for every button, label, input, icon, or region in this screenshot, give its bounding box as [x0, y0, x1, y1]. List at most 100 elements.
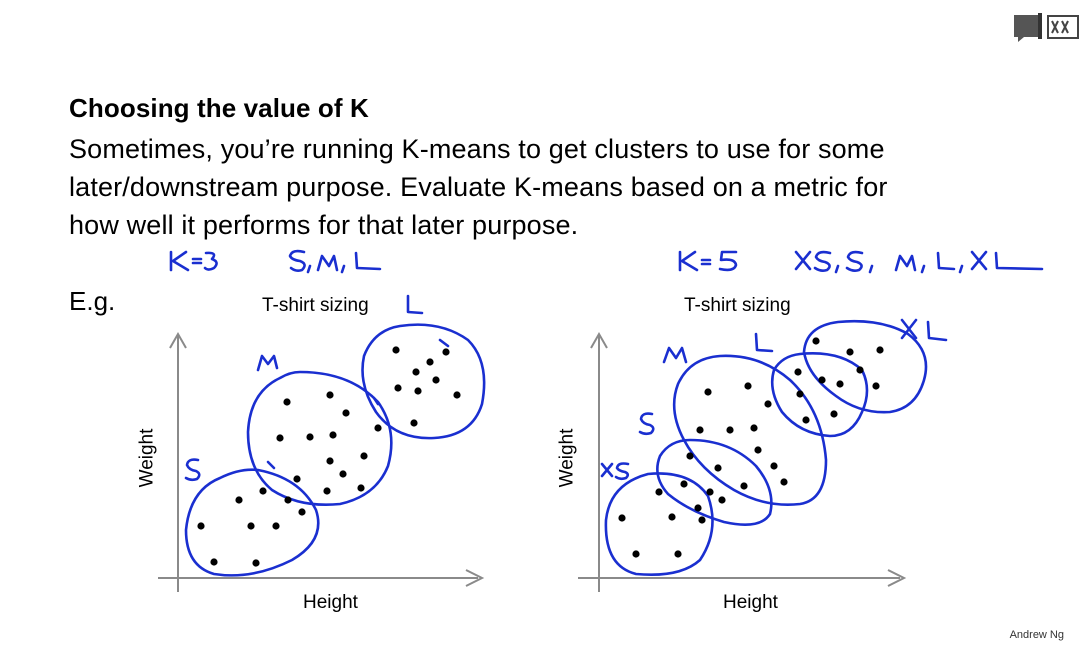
data-point	[770, 462, 778, 470]
data-point	[259, 487, 267, 495]
data-point	[750, 424, 758, 432]
annotation-k3	[169, 250, 218, 272]
data-point	[780, 478, 788, 486]
data-point	[796, 390, 804, 398]
data-point	[680, 480, 688, 488]
cluster-outline-L	[361, 323, 486, 440]
plot-title-right: T-shirt sizing	[684, 295, 791, 316]
slide-body: Sometimes, you’re running K-means to get…	[69, 130, 1029, 244]
data-point	[872, 382, 880, 390]
data-point	[686, 452, 694, 460]
data-point	[247, 522, 255, 530]
annotation-xs-s-m-l-xl	[794, 250, 1044, 274]
data-point	[718, 496, 726, 504]
cluster-label-L-left	[406, 294, 424, 315]
plot-xlabel-left: Height	[303, 592, 358, 613]
slide-title: Choosing the value of K	[69, 93, 369, 123]
notes-icon[interactable]	[1014, 13, 1042, 42]
left-axes	[158, 331, 485, 592]
data-point	[876, 346, 884, 354]
data-point	[744, 382, 752, 390]
cluster-tick	[266, 460, 276, 470]
body-line: how well it performs for that later purp…	[69, 210, 579, 240]
example-label: E.g.	[69, 286, 116, 316]
data-point	[306, 433, 314, 441]
data-point	[426, 358, 434, 366]
cluster-tick	[372, 396, 380, 406]
subtitles-icon[interactable]	[1047, 15, 1079, 39]
data-point	[432, 376, 440, 384]
data-point	[412, 368, 420, 376]
data-point	[818, 376, 826, 384]
data-point	[284, 496, 292, 504]
annotation-k5	[678, 250, 738, 272]
cluster-outline-XL	[802, 319, 928, 414]
cluster-outline-S	[184, 468, 320, 577]
data-point	[754, 446, 762, 454]
player-controls	[1010, 10, 1080, 44]
body-line: Sometimes, you’re running K-means to get…	[69, 134, 885, 164]
data-point	[696, 426, 704, 434]
cluster-label-S-right	[638, 412, 655, 436]
cluster-label-XS	[600, 462, 630, 481]
data-point	[414, 387, 422, 395]
data-point	[394, 384, 402, 392]
cluster-outline-S-right	[656, 438, 773, 526]
cluster-label-XL	[900, 318, 948, 342]
right-axes	[578, 331, 907, 592]
data-point	[326, 457, 334, 465]
data-point	[706, 488, 714, 496]
data-point	[698, 516, 706, 524]
data-point	[830, 410, 838, 418]
data-point	[836, 380, 844, 388]
cluster-label-M-left	[256, 354, 279, 372]
data-point	[740, 482, 748, 490]
data-point	[392, 346, 400, 354]
data-point	[726, 426, 734, 434]
plot-xlabel-right: Height	[723, 592, 778, 613]
data-point	[276, 434, 284, 442]
data-point	[210, 558, 218, 566]
author-credit: Andrew Ng	[1009, 629, 1064, 641]
data-point	[339, 470, 347, 478]
data-point	[794, 368, 802, 376]
data-point	[252, 559, 260, 567]
data-point	[235, 496, 243, 504]
data-point	[360, 452, 368, 460]
plot-title-left: T-shirt sizing	[262, 295, 369, 316]
data-point	[410, 419, 418, 427]
cluster-outline-M-right	[672, 354, 828, 506]
data-point	[293, 475, 301, 483]
data-point	[674, 550, 682, 558]
data-point	[618, 514, 626, 522]
data-point	[323, 487, 331, 495]
data-point	[704, 388, 712, 396]
data-point	[442, 348, 450, 356]
data-point	[846, 348, 854, 356]
data-point	[357, 484, 365, 492]
data-point	[856, 366, 864, 374]
data-point	[197, 522, 205, 530]
data-point	[632, 550, 640, 558]
data-point	[764, 400, 772, 408]
cluster-tick	[438, 338, 450, 348]
data-point	[342, 409, 350, 417]
data-point	[326, 391, 334, 399]
data-point	[374, 424, 382, 432]
data-point	[272, 522, 280, 530]
data-point	[714, 464, 722, 472]
cluster-outline-XS	[604, 472, 714, 576]
data-point	[694, 504, 702, 512]
data-point	[298, 508, 306, 516]
cluster-label-M-right	[662, 346, 688, 364]
data-point	[453, 391, 461, 399]
data-point	[802, 416, 810, 424]
data-point	[329, 431, 337, 439]
data-points-left	[197, 346, 461, 567]
data-point	[283, 398, 291, 406]
data-point	[668, 513, 676, 521]
cluster-outline-M	[246, 370, 393, 506]
cluster-label-L-right	[754, 332, 774, 353]
body-line: later/downstream purpose. Evaluate K-mea…	[69, 172, 888, 202]
